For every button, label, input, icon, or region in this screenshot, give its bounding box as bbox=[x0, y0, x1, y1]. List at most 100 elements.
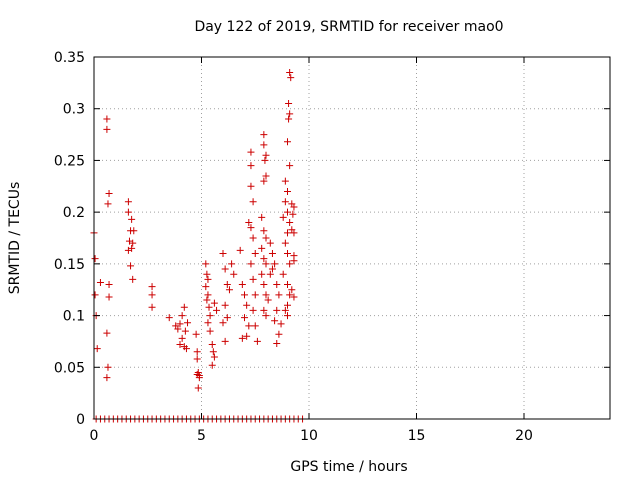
data-point bbox=[249, 275, 257, 283]
data-point bbox=[181, 327, 189, 335]
data-point bbox=[262, 260, 270, 268]
data-point bbox=[129, 239, 137, 247]
x-axis: 0 5 10 15 20 bbox=[90, 57, 533, 444]
data-point bbox=[247, 260, 255, 268]
x-tick-label: 15 bbox=[408, 428, 426, 444]
data-point bbox=[281, 198, 289, 206]
data-point bbox=[194, 384, 202, 392]
data-point bbox=[178, 312, 186, 320]
data-point bbox=[205, 303, 213, 311]
data-point bbox=[219, 319, 227, 327]
data-point bbox=[206, 327, 214, 335]
data-point bbox=[165, 314, 173, 322]
data-point bbox=[249, 234, 257, 242]
data-point bbox=[273, 306, 281, 314]
data-point bbox=[262, 151, 270, 159]
data-point bbox=[238, 334, 246, 342]
data-point bbox=[202, 260, 210, 268]
data-point bbox=[251, 322, 259, 330]
data-point bbox=[193, 355, 201, 363]
data-point bbox=[241, 291, 248, 299]
data-point bbox=[286, 69, 294, 77]
data-point bbox=[103, 115, 111, 123]
data-point bbox=[262, 234, 270, 242]
x-tick-label: 5 bbox=[197, 428, 206, 444]
data-point bbox=[148, 283, 156, 291]
data-point bbox=[103, 125, 111, 133]
data-point bbox=[208, 341, 216, 349]
data-point bbox=[195, 372, 203, 380]
data-point bbox=[210, 299, 218, 307]
data-point bbox=[264, 296, 272, 304]
data-point bbox=[245, 322, 253, 330]
data-point bbox=[236, 246, 244, 254]
data-point bbox=[285, 115, 293, 123]
data-point bbox=[275, 330, 283, 338]
data-point bbox=[192, 330, 200, 338]
data-point bbox=[290, 293, 298, 301]
data-point bbox=[262, 291, 270, 299]
data-point bbox=[184, 319, 192, 327]
data-point bbox=[104, 200, 112, 208]
data-point bbox=[249, 306, 257, 314]
data-point bbox=[241, 314, 248, 322]
data-point bbox=[286, 260, 294, 268]
data-point bbox=[221, 337, 229, 345]
data-point bbox=[284, 138, 291, 146]
chart-title: Day 122 of 2019, SRMTID for receiver mao… bbox=[194, 19, 503, 35]
y-tick-label: 0 bbox=[76, 412, 85, 428]
data-point bbox=[253, 337, 261, 345]
data-point bbox=[221, 265, 229, 273]
x-tick-label: 0 bbox=[90, 428, 99, 444]
data-point bbox=[105, 293, 113, 301]
data-point bbox=[238, 281, 246, 289]
data-point bbox=[243, 301, 251, 309]
data-point bbox=[286, 110, 294, 118]
data-point bbox=[251, 250, 259, 258]
data-point bbox=[228, 260, 236, 268]
data-point bbox=[281, 177, 289, 185]
data-point bbox=[103, 329, 111, 337]
data-point bbox=[219, 250, 227, 258]
data-point bbox=[180, 303, 188, 311]
data-point bbox=[260, 227, 268, 235]
data-point bbox=[279, 270, 287, 278]
data-point bbox=[129, 275, 137, 283]
data-point bbox=[148, 291, 156, 299]
data-point bbox=[96, 278, 104, 286]
data-point bbox=[266, 239, 274, 247]
data-point bbox=[249, 198, 257, 206]
data-point bbox=[260, 141, 268, 149]
data-point bbox=[285, 100, 293, 108]
data-point bbox=[287, 74, 295, 82]
data-point bbox=[271, 317, 279, 325]
data-point bbox=[223, 314, 231, 322]
data-point bbox=[247, 162, 255, 170]
data-point bbox=[284, 301, 291, 309]
x-tick-label: 10 bbox=[300, 428, 318, 444]
data-point bbox=[262, 312, 270, 320]
data-point bbox=[258, 244, 266, 252]
data-point bbox=[213, 306, 221, 314]
data-point bbox=[127, 262, 135, 270]
data-point bbox=[223, 281, 231, 289]
data-point bbox=[104, 363, 112, 371]
data-point bbox=[286, 218, 294, 226]
data-point bbox=[124, 246, 132, 254]
data-point bbox=[284, 281, 291, 289]
data-point bbox=[204, 291, 212, 299]
data-point bbox=[174, 325, 182, 333]
data-point bbox=[273, 281, 281, 289]
data-point bbox=[271, 260, 279, 268]
data-point bbox=[258, 270, 266, 278]
data-point bbox=[260, 177, 268, 185]
x-tick-label: 20 bbox=[515, 428, 533, 444]
data-point bbox=[124, 208, 132, 216]
data-point bbox=[210, 353, 218, 361]
data-point bbox=[221, 301, 229, 309]
data-point bbox=[247, 224, 255, 232]
data-point bbox=[178, 334, 186, 342]
data-point bbox=[281, 306, 289, 314]
data-point bbox=[275, 291, 283, 299]
